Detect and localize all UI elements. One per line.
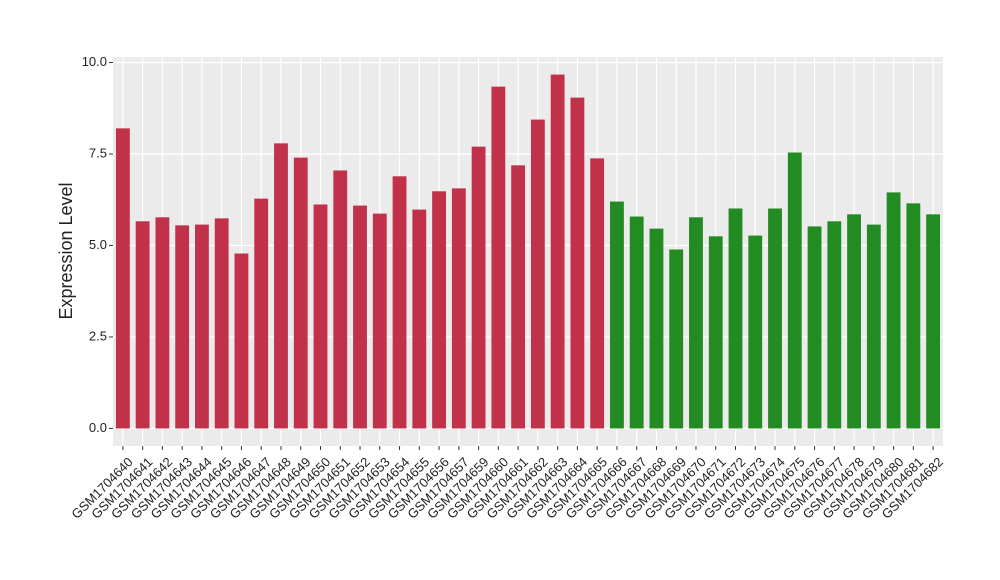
bar <box>293 157 308 429</box>
bar <box>669 249 684 429</box>
bar <box>768 208 782 429</box>
bar <box>412 209 427 429</box>
y-tick-label: 0.0 <box>89 420 107 435</box>
bar <box>254 198 269 429</box>
y-tick-label: 10.0 <box>82 54 107 69</box>
bar <box>155 217 170 429</box>
bar <box>195 224 209 429</box>
bar <box>175 225 190 429</box>
y-tick-label: 7.5 <box>89 145 107 160</box>
bar <box>570 97 585 429</box>
bar <box>906 203 921 429</box>
bar <box>827 221 842 429</box>
bar <box>491 86 506 429</box>
bar <box>807 226 822 429</box>
bar <box>432 191 446 429</box>
bar <box>353 205 367 429</box>
bar <box>610 201 624 429</box>
y-axis-label: Expression Level <box>56 182 76 319</box>
bar <box>274 143 288 429</box>
bar <box>787 152 802 429</box>
bar <box>530 119 545 429</box>
bar <box>115 128 130 429</box>
panel <box>113 57 943 446</box>
bar <box>728 208 743 429</box>
bar <box>590 158 605 429</box>
bar <box>471 146 486 429</box>
bar <box>708 236 723 429</box>
bar <box>392 176 407 429</box>
bar <box>313 204 328 429</box>
bar <box>234 253 249 429</box>
bar <box>649 228 664 429</box>
y-tick-label: 2.5 <box>89 328 107 343</box>
bar <box>926 214 941 429</box>
y-tick-label: 5.0 <box>89 237 107 252</box>
bar <box>550 74 565 429</box>
bar <box>511 165 526 429</box>
bar <box>847 214 861 429</box>
bar <box>333 170 348 429</box>
bar <box>451 188 466 429</box>
bar <box>748 235 763 429</box>
bar <box>629 216 644 429</box>
bar <box>886 192 901 429</box>
bar <box>689 217 703 429</box>
bar <box>214 218 229 429</box>
bar <box>866 224 881 429</box>
bar <box>135 221 150 429</box>
bar <box>372 213 387 429</box>
